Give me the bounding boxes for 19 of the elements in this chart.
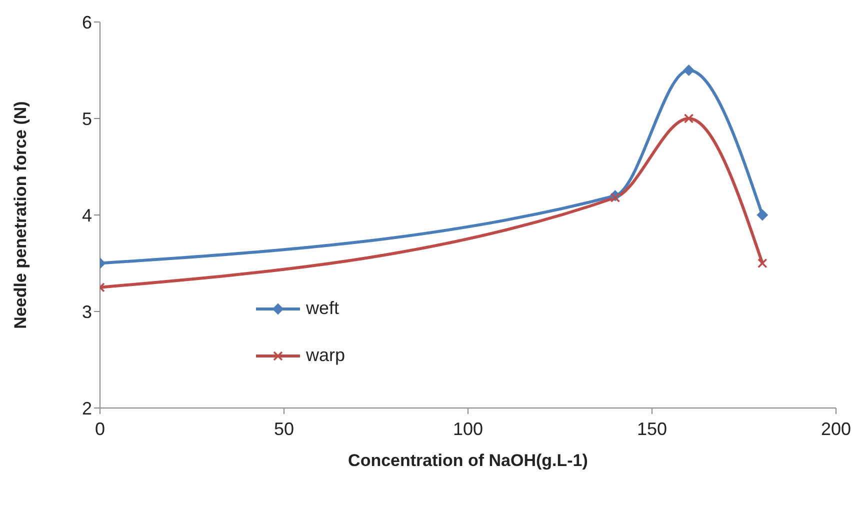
y-tick-label: 6 (82, 12, 92, 32)
point (758, 258, 768, 268)
y-tick-label: 4 (82, 205, 92, 226)
x-tick-label: 200 (820, 418, 852, 439)
y-axis-title: Needle penetration force (N) (11, 101, 30, 329)
x-tick-label: 0 (94, 418, 106, 439)
point (610, 192, 620, 203)
y-tick-label: 3 (82, 302, 92, 322)
x-tick-label: 150 (636, 418, 668, 439)
y-tick-label: 5 (82, 108, 92, 129)
x-tick-label: 50 (274, 418, 294, 439)
legend-label: weft (306, 298, 340, 319)
point (684, 114, 694, 124)
y-tick-label: 2 (82, 398, 92, 418)
legend-label: warp (306, 345, 346, 366)
x-tick-label: 100 (452, 418, 484, 439)
point (756, 210, 768, 220)
x-axis-title: Concentration of NaOH(g.L-1) (348, 451, 588, 470)
point (683, 64, 694, 76)
